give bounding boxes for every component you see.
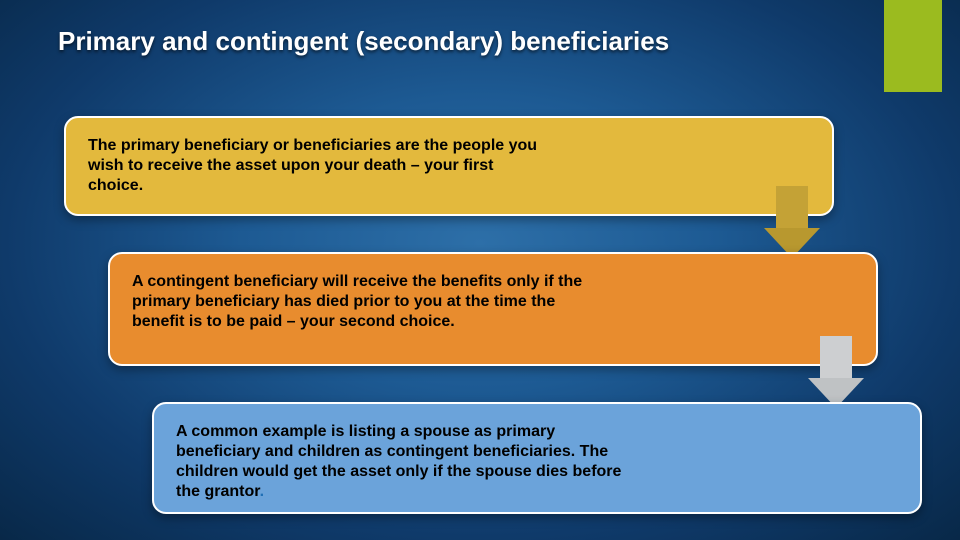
card-contingent-text: A contingent beneficiary will receive th… <box>132 272 592 332</box>
card-example-body: A common example is listing a spouse as … <box>176 423 621 500</box>
card-primary-text: The primary beneficiary or beneficiaries… <box>88 136 548 196</box>
card-contingent: A contingent beneficiary will receive th… <box>108 252 878 366</box>
arrow-shaft <box>776 186 808 228</box>
card-example-period: . <box>260 483 264 500</box>
card-primary: The primary beneficiary or beneficiaries… <box>64 116 834 216</box>
arrow-shaft <box>820 336 852 378</box>
arrow-down-icon <box>764 186 820 258</box>
card-example: A common example is listing a spouse as … <box>152 402 922 514</box>
slide-title: Primary and contingent (secondary) benef… <box>58 26 669 57</box>
card-example-text: A common example is listing a spouse as … <box>176 422 636 502</box>
arrow-down-icon <box>808 336 864 408</box>
accent-bar <box>884 0 942 92</box>
